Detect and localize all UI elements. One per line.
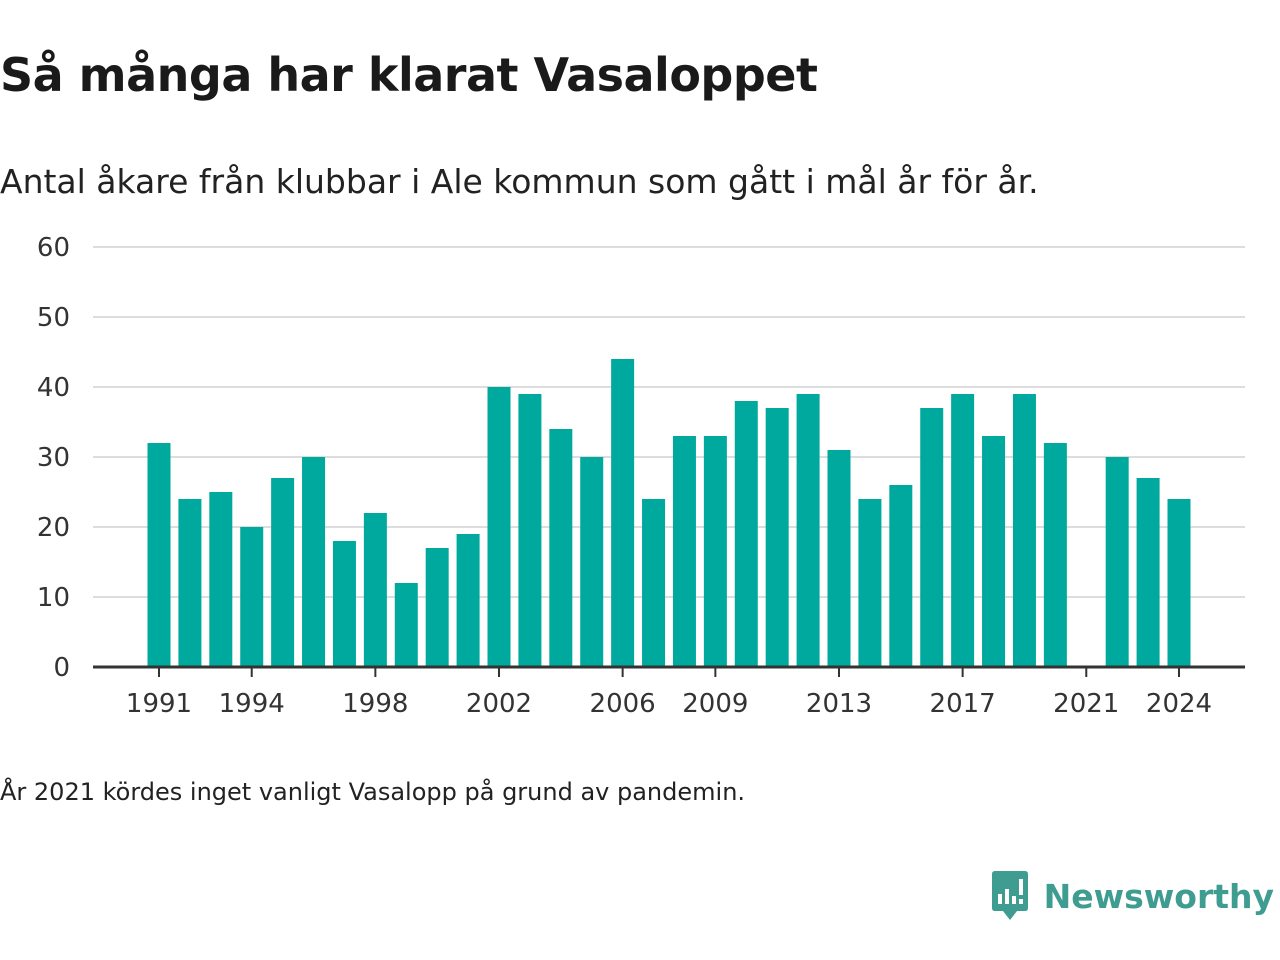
bar: [271, 478, 295, 667]
y-tick-label: 40: [37, 373, 70, 403]
bar: [178, 499, 202, 667]
y-tick-label: 0: [53, 653, 70, 683]
x-tick-label: 2006: [590, 689, 656, 719]
y-tick-label: 10: [37, 583, 70, 613]
bar: [487, 387, 511, 667]
newsworthy-logo: Newsworthy: [990, 870, 1274, 922]
bar: [394, 583, 418, 667]
bar: [1043, 443, 1067, 667]
bar: [209, 492, 233, 667]
bar: [363, 513, 387, 667]
bar: [456, 534, 480, 667]
bar: [889, 485, 913, 667]
bar: [1167, 499, 1191, 667]
x-tick-label: 2021: [1053, 689, 1119, 719]
chart-footnote: År 2021 kördes inget vanligt Vasalopp på…: [0, 778, 746, 806]
bar: [858, 499, 882, 667]
bar: [302, 457, 326, 667]
y-tick-label: 50: [37, 303, 70, 333]
bar: [240, 527, 264, 667]
y-tick-label: 30: [37, 443, 70, 473]
bar: [827, 450, 851, 667]
bar: [703, 436, 727, 667]
x-tick-label: 2017: [930, 689, 996, 719]
bar: [920, 408, 944, 667]
bar: [765, 408, 789, 667]
x-tick-label: 2013: [806, 689, 872, 719]
chart-title: Så många har klarat Vasaloppet: [0, 48, 818, 102]
newsworthy-logo-icon: [991, 871, 1028, 920]
bar: [796, 394, 820, 667]
bar: [982, 436, 1006, 667]
bar: [425, 548, 449, 667]
bar: [611, 359, 635, 667]
bar: [642, 499, 666, 667]
bar: [1136, 478, 1160, 667]
brand-name: Newsworthy: [1043, 876, 1274, 916]
bar: [734, 401, 758, 667]
x-tick-label: 2024: [1146, 689, 1212, 719]
bar: [951, 394, 975, 667]
bar: [1105, 457, 1129, 667]
bar: [518, 394, 542, 667]
bar: [1012, 394, 1036, 667]
x-tick-label: 1994: [219, 689, 285, 719]
x-tick-label: 2002: [466, 689, 532, 719]
y-tick-label: 60: [37, 233, 70, 263]
bar: [147, 443, 171, 667]
x-tick-label: 2009: [682, 689, 748, 719]
y-tick-label: 20: [37, 513, 70, 543]
x-tick-label: 1998: [342, 689, 408, 719]
bar: [580, 457, 604, 667]
bar: [549, 429, 573, 667]
x-tick-label: 1991: [126, 689, 192, 719]
bar: [672, 436, 696, 667]
bar: [332, 541, 356, 667]
bar-chart: 0 10 20 30 40 50 60 1991 1994 1998 2002 2006 2009 201…: [37, 233, 1245, 719]
chart-subtitle: Antal åkare från klubbar i Ale kommun so…: [0, 162, 1039, 201]
